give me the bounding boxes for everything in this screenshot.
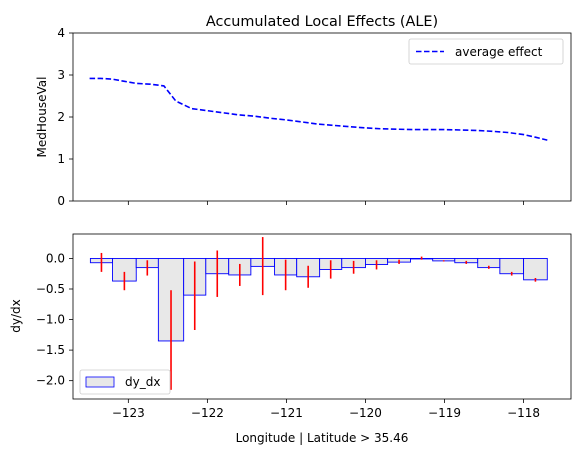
- bottom-panel: 0.0 −0.5 −1.0 −1.5 −2.0 −123 −122 −121 −120 −119 −…: [9, 233, 572, 445]
- bottom-x-tick-label: −121: [270, 406, 303, 420]
- bottom-x-tick-label: −123: [112, 406, 145, 420]
- legend-swatch-dy-dx: [85, 376, 115, 388]
- bottom-y-tick-label: −2.0: [36, 374, 65, 388]
- top-legend-box: [408, 38, 564, 65]
- bar-dy-dx: [499, 257, 525, 275]
- bottom-y-axis-title: dy/dx: [9, 299, 23, 332]
- top-panel: Accumulated Local Effects (ALE) 0 1 2 3 4 Me…: [35, 14, 572, 208]
- bottom-legend: dy_dx: [79, 369, 171, 395]
- top-y-tick-label: 0: [57, 194, 65, 208]
- top-y-tick-label: 1: [57, 152, 65, 166]
- bottom-x-tick-label: −118: [507, 406, 540, 420]
- bottom-y-tick-label: −1.5: [36, 343, 65, 357]
- bottom-y-tick-label: −1.0: [36, 313, 65, 327]
- bottom-y-tick-label: 0.0: [46, 251, 65, 265]
- bottom-y-tick-label: −0.5: [36, 282, 65, 296]
- top-legend: average effect: [408, 38, 564, 65]
- bottom-x-tick-label: −120: [349, 406, 382, 420]
- bottom-axes-frame: [72, 233, 572, 400]
- top-y-tick-label: 3: [57, 68, 65, 82]
- bar-dy-dx: [523, 257, 548, 281]
- top-axes-frame: [72, 32, 572, 202]
- legend-label-average-effect: average effect: [455, 45, 543, 59]
- top-plot-area: 0 1 2 3 4: [57, 26, 548, 208]
- top-y-axis-title: MedHouseVal: [35, 77, 49, 158]
- top-y-tick-label: 4: [57, 26, 65, 40]
- bottom-legend-box: [79, 369, 171, 395]
- bottom-plot-area: 0.0 −0.5 −1.0 −1.5 −2.0 −123 −122 −121 −120 −119 −…: [36, 237, 548, 420]
- top-y-tick-label: 2: [57, 110, 65, 124]
- chart-title: Accumulated Local Effects (ALE): [206, 14, 438, 30]
- legend-label-dy-dx: dy_dx: [125, 375, 160, 389]
- bottom-x-tick-label: −122: [191, 406, 224, 420]
- bottom-x-axis-title: Longitude | Latitude > 35.46: [236, 431, 409, 445]
- bottom-x-tick-label: −119: [428, 406, 461, 420]
- series-line-average-effect: [89, 77, 548, 141]
